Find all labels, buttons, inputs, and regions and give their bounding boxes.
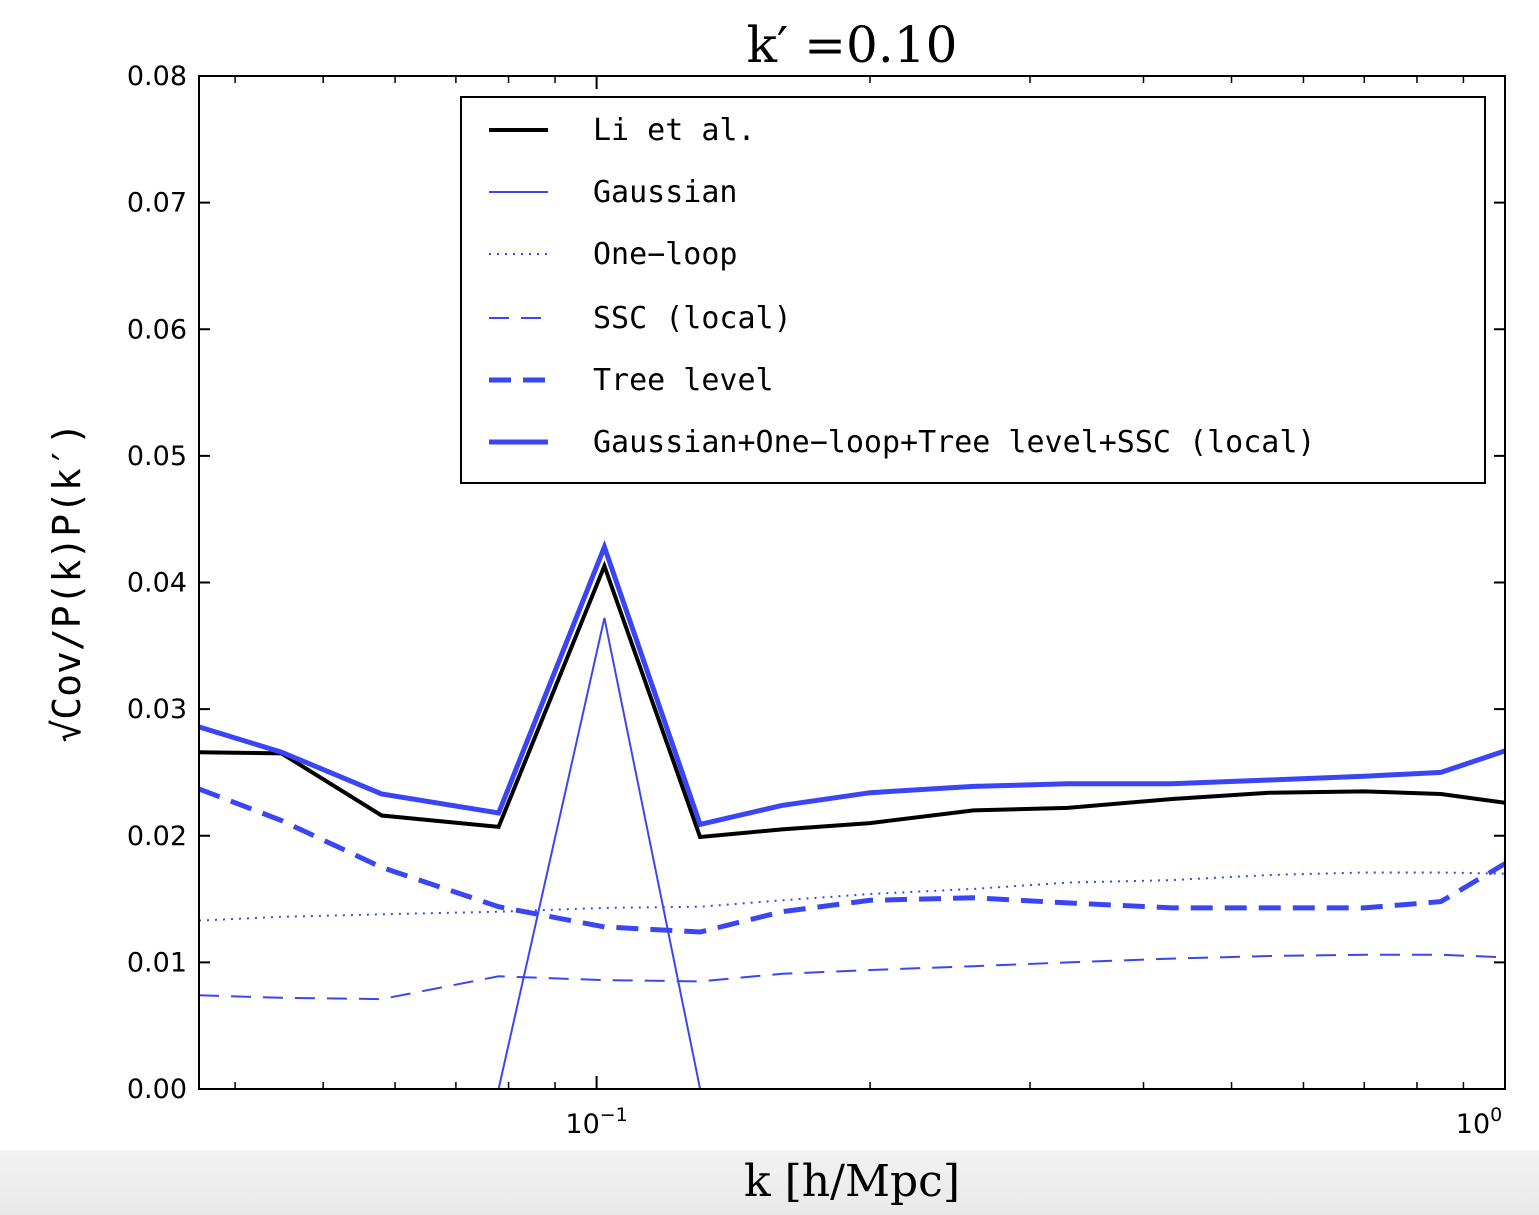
chart-title: k′ =0.10: [747, 16, 958, 74]
y-axis: 0.00 0.01 0.02 0.03 0.04 0.05 0.06 0.07 0.08: [127, 61, 1505, 1105]
x-tick-label: 10−1: [565, 1104, 627, 1140]
y-tick-label: 0.02: [127, 821, 187, 852]
y-tick-label: 0.05: [127, 441, 187, 472]
y-tick-label: 0.01: [127, 947, 187, 978]
series-line-6: [199, 539, 1505, 828]
series-layer: [199, 539, 1505, 1089]
legend-label-1: Li et al.: [593, 113, 756, 148]
series-line-2: [497, 617, 702, 1089]
legend-label-6: Gaussian+One−loop+Tree level+SSC (local): [593, 425, 1315, 460]
y-tick-label: 0.03: [127, 694, 187, 725]
legend-label-2: Gaussian: [593, 175, 738, 210]
series-line-4: [199, 953, 1505, 1001]
y-tick-label: 0.04: [127, 568, 187, 599]
series-line-5: [199, 786, 1505, 935]
y-tick-label: 0.07: [127, 188, 187, 219]
legend-label-3: One−loop: [593, 237, 738, 272]
x-axis-label: k [h/Mpc]: [744, 1156, 960, 1207]
legend-label-5: Tree level: [593, 363, 774, 398]
legend: Li et al. Gaussian One−loop SSC (local) Tree…: [460, 96, 1486, 484]
legend-box: [460, 96, 1486, 484]
y-tick-label: 0.00: [127, 1074, 187, 1105]
plot-frame: [198, 75, 1506, 1090]
y-axis-label: √Cov/P(k)P(k′): [45, 422, 89, 742]
x-tick-label: 100: [1456, 1104, 1502, 1140]
legend-label-4: SSC (local): [593, 301, 792, 336]
y-tick-label: 0.06: [127, 314, 187, 345]
bottom-background-band: [0, 1150, 1539, 1215]
series-line-3: [199, 871, 1505, 922]
series-line-1: [199, 560, 1505, 840]
y-tick-label: 0.08: [127, 61, 187, 92]
